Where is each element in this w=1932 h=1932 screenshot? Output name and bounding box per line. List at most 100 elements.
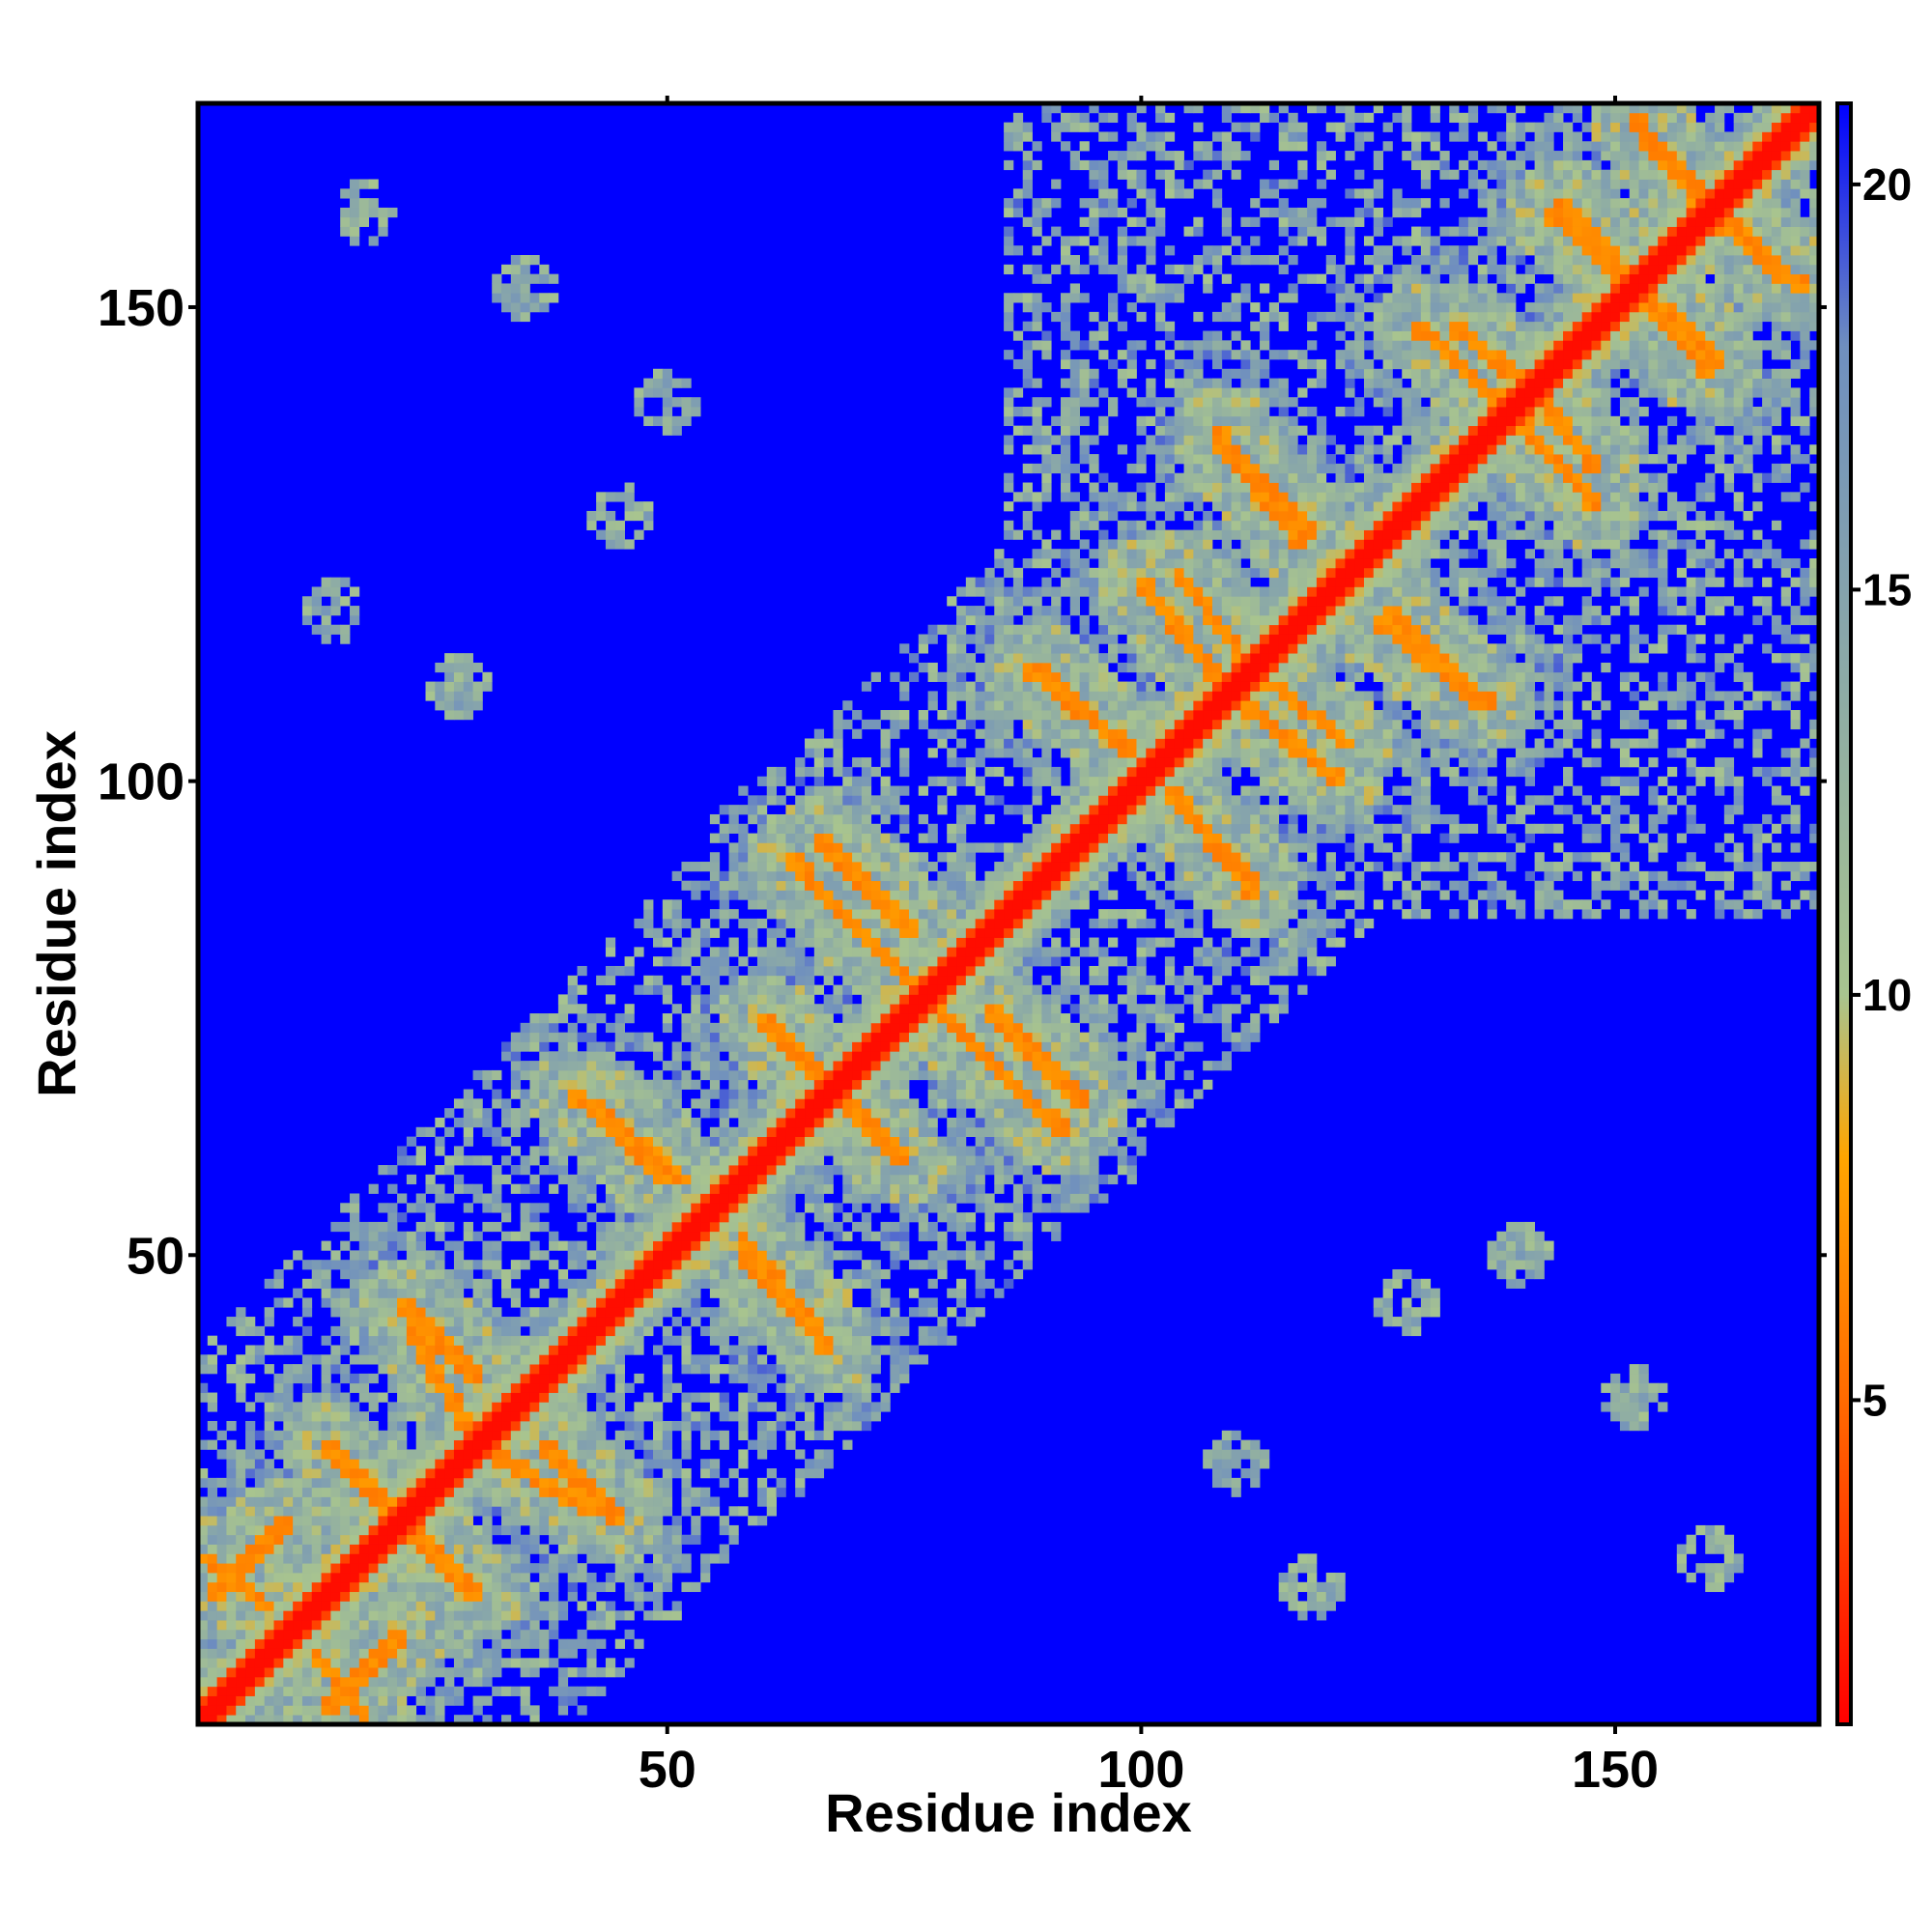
heatmap-cell	[415, 1620, 426, 1631]
heatmap-cell	[368, 1183, 379, 1194]
heatmap-cell	[975, 681, 985, 692]
heatmap-cell	[994, 738, 1005, 749]
heatmap-cell	[406, 1506, 417, 1517]
heatmap-cell	[378, 1459, 388, 1469]
heatmap-cell	[880, 927, 891, 938]
heatmap-cell	[577, 1288, 587, 1298]
heatmap-cell	[492, 1487, 502, 1497]
heatmap-cell	[529, 1013, 540, 1024]
heatmap-cell	[557, 1325, 569, 1337]
heatmap-cell	[321, 1260, 331, 1270]
heatmap-cell	[207, 1705, 218, 1716]
heatmap-cell	[510, 1183, 522, 1194]
heatmap-cell	[539, 264, 550, 275]
heatmap-cell	[662, 1165, 673, 1176]
heatmap-cell	[453, 1506, 465, 1517]
heatmap-cell	[283, 1449, 294, 1460]
heatmap-cell	[1004, 643, 1014, 654]
heatmap-cell	[283, 1496, 294, 1507]
heatmap-cell	[766, 785, 777, 796]
heatmap-cell	[453, 1715, 465, 1725]
heatmap-cell	[927, 1297, 938, 1308]
heatmap-cell	[273, 1439, 284, 1450]
heatmap-cell	[719, 1411, 729, 1422]
heatmap-cell	[756, 1183, 768, 1194]
heatmap-cell	[293, 1534, 303, 1545]
heatmap-cell	[501, 1373, 512, 1384]
heatmap-cell	[492, 1468, 502, 1479]
heatmap-cell	[283, 1610, 294, 1621]
heatmap-cell	[918, 1183, 928, 1194]
heatmap-cell	[984, 748, 995, 758]
heatmap-cell	[662, 1022, 673, 1034]
heatmap-cell	[425, 1459, 436, 1469]
heatmap-cell	[634, 1345, 644, 1355]
heatmap-cell	[700, 1089, 711, 1099]
heatmap-cell	[614, 1022, 625, 1034]
heatmap-cell	[842, 1032, 853, 1042]
heatmap-cell	[378, 1439, 388, 1450]
heatmap-cell	[643, 1496, 654, 1507]
heatmap-cell	[510, 1411, 522, 1422]
heatmap-cell	[671, 1098, 682, 1109]
heatmap-cell	[852, 785, 863, 796]
heatmap-cell	[283, 1705, 294, 1716]
heatmap-cell	[596, 1610, 607, 1621]
heatmap-cell	[728, 1165, 739, 1176]
heatmap-cell	[738, 1212, 749, 1223]
heatmap-cell	[397, 1402, 408, 1412]
heatmap-cell	[681, 1307, 692, 1318]
heatmap-cell	[529, 1203, 540, 1213]
heatmap-cell	[463, 1297, 473, 1308]
heatmap-cell	[463, 1364, 473, 1375]
heatmap-cell	[870, 937, 881, 948]
heatmap-cell	[264, 1572, 274, 1583]
heatmap-cell	[236, 1354, 246, 1365]
heatmap-cell	[444, 691, 455, 701]
heatmap-cell	[1004, 994, 1014, 1005]
heatmap-cell	[397, 1667, 408, 1678]
heatmap-cell	[549, 1079, 559, 1090]
heatmap-cell	[899, 823, 910, 834]
heatmap-cell	[1004, 710, 1014, 721]
heatmap-cell	[340, 1686, 351, 1696]
heatmap-cell	[643, 1165, 654, 1176]
heatmap-cell	[918, 1297, 928, 1308]
heatmap-cell	[435, 1193, 445, 1204]
heatmap-cell	[482, 1420, 493, 1432]
heatmap-cell	[870, 1126, 881, 1137]
heatmap-cell	[756, 776, 768, 786]
heatmap-cell	[634, 1165, 644, 1176]
heatmap-cell	[397, 1629, 408, 1640]
heatmap-cell	[880, 1325, 891, 1337]
heatmap-cell	[444, 1108, 455, 1119]
heatmap-cell	[321, 1402, 331, 1412]
heatmap-cell	[549, 1231, 559, 1241]
heatmap-cell	[510, 1364, 522, 1375]
heatmap-cell	[870, 890, 881, 900]
heatmap-cell	[586, 1117, 597, 1128]
heatmap-cell	[254, 1715, 266, 1725]
heatmap-cell	[605, 1268, 616, 1280]
heatmap-cell	[823, 1459, 834, 1469]
heatmap-cell	[823, 1032, 834, 1042]
heatmap-cell	[293, 1553, 303, 1564]
heatmap-cell	[709, 880, 721, 891]
heatmap-cell	[643, 415, 654, 427]
heatmap-cell	[795, 1325, 806, 1337]
heatmap-cell	[301, 1402, 313, 1412]
heatmap-cell	[529, 1392, 540, 1403]
heatmap-cell	[738, 1022, 749, 1034]
heatmap-cell	[207, 1524, 218, 1536]
heatmap-cell	[350, 1231, 360, 1241]
heatmap-cell	[549, 1013, 559, 1024]
heatmap-cell	[823, 1449, 834, 1460]
heatmap-cell	[406, 1203, 417, 1213]
heatmap-cell	[776, 1240, 786, 1251]
heatmap-cell	[435, 700, 445, 711]
heatmap-cell	[368, 1402, 379, 1412]
heatmap-cell	[472, 1373, 483, 1384]
heatmap-cell	[605, 937, 616, 948]
heatmap-cell	[301, 1392, 313, 1403]
heatmap-cell	[833, 1117, 843, 1128]
